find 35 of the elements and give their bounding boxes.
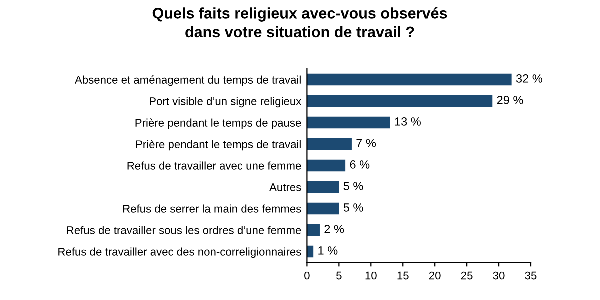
data-label: 6 % — [350, 160, 370, 169]
data-label: 1 % — [318, 246, 338, 255]
bar — [307, 224, 320, 236]
y-tick-label: Refus de serrer la main des femmes — [123, 204, 302, 213]
x-tick-label: 30 — [493, 272, 505, 280]
data-label: 5 % — [344, 204, 364, 212]
x-tick-label: 10 — [366, 272, 377, 280]
y-tick-label: Refus de travailler avec des non-correligionnaires — [58, 248, 302, 258]
bar — [307, 74, 512, 86]
data-label: 2 % — [324, 225, 344, 234]
y-tick-label: Autres — [270, 184, 302, 192]
data-label: 32 % — [516, 74, 542, 83]
bar — [307, 160, 346, 172]
data-label: 29 % — [497, 96, 524, 104]
x-tick-label: 25 — [461, 272, 473, 280]
data-label: 13 % — [395, 118, 421, 126]
y-tick-label: Absence et aménagement du temps de travail — [75, 76, 301, 86]
x-tick-label: 5 — [336, 272, 342, 280]
y-tick-label: Prière pendant le temps de travail — [136, 140, 301, 151]
bar — [307, 116, 390, 129]
x-tick-label: 0 — [304, 272, 310, 280]
y-tick-label: Refus de travailler sous les ordres d’une femme — [67, 226, 302, 234]
y-tick-label: Refus de travailler avec une femme — [128, 162, 302, 170]
data-label: 7 % — [356, 139, 376, 148]
bar — [307, 138, 352, 150]
bar — [307, 181, 340, 194]
y-tick-label: Port visible d’un signe religieux — [150, 97, 302, 108]
bar — [307, 202, 340, 215]
y-tick-label: Prière pendant le temps de pause — [136, 118, 302, 130]
x-tick-label: 35 — [525, 272, 537, 280]
bar — [307, 95, 493, 108]
chart-title: Quels faits religieux avec-vous observés dans votre situation de travail ? — [152, 8, 448, 38]
x-tick-label: 20 — [429, 272, 441, 280]
x-tick-label: 15 — [398, 272, 409, 280]
data-label: 5 % — [344, 182, 364, 190]
